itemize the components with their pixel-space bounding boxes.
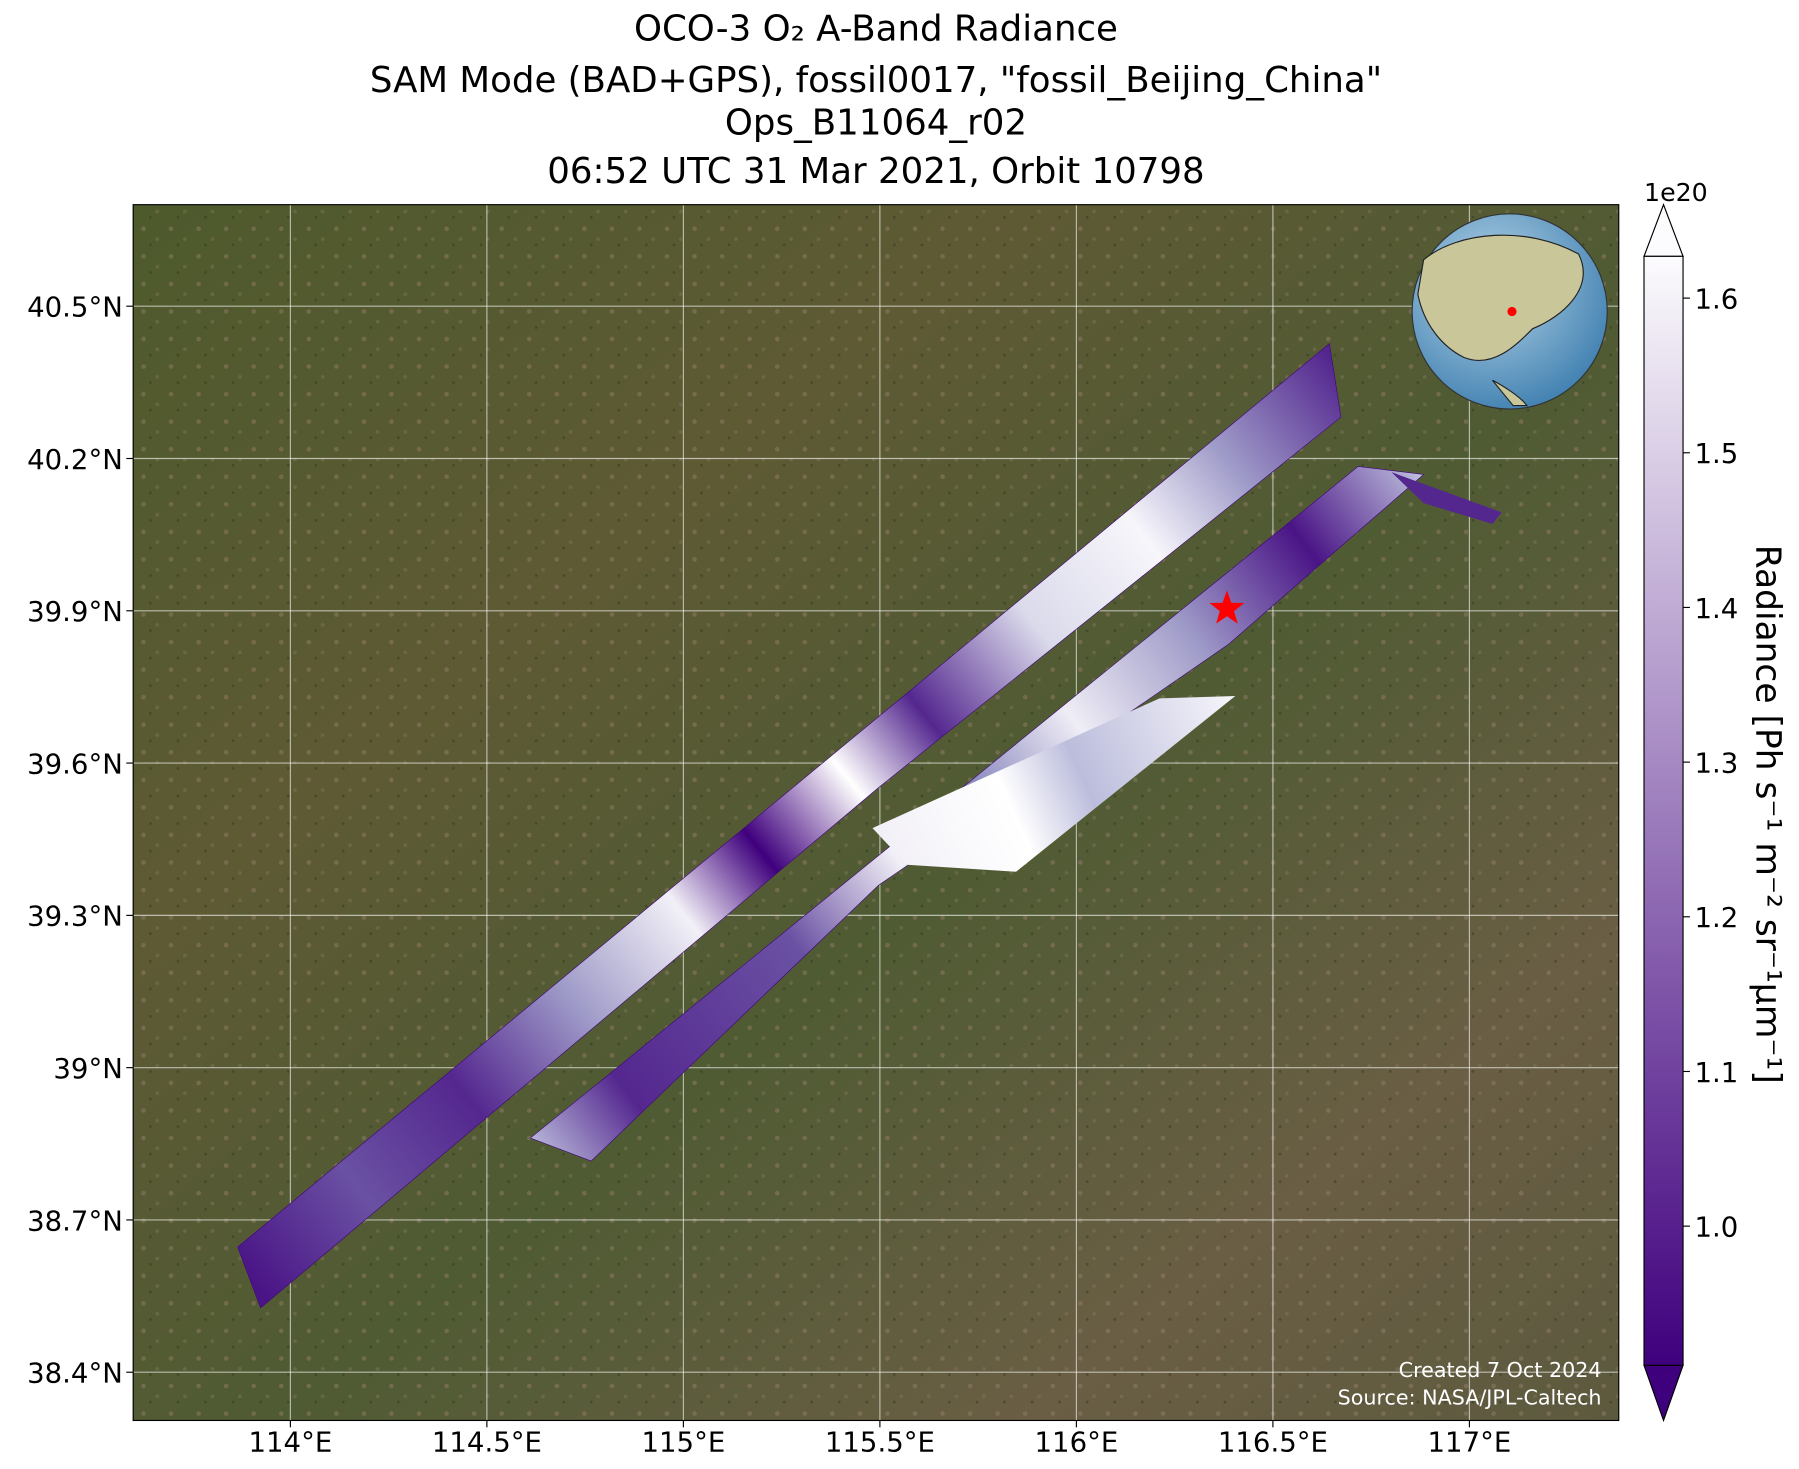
title-line: Ops_B11064_r02 <box>725 103 1027 144</box>
title: OCO-3 O₂ A-Band Radiance SAM Mode (BAD+G… <box>370 9 1382 192</box>
globe-target <box>1507 306 1517 317</box>
title-line: OCO-3 O₂ A-Band Radiance <box>634 9 1118 50</box>
x-tick-label: 116°E <box>1035 1426 1119 1458</box>
swath <box>237 343 1342 1309</box>
target-marker <box>1209 590 1245 624</box>
globe-inset <box>1411 213 1608 410</box>
map-frame <box>132 204 1620 1422</box>
colorbar-tick-label: 1.2 <box>1695 902 1739 934</box>
colorbar-tick-label: 1.0 <box>1695 1211 1739 1243</box>
title-line: 06:52 UTC 31 Mar 2021, Orbit 10798 <box>547 151 1204 192</box>
y-tick-label: 39.3°N <box>27 901 123 933</box>
x-tick-label: 114°E <box>248 1426 332 1458</box>
y-tick-label: 39.9°N <box>27 596 123 628</box>
colorbar-tick-label: 1.1 <box>1695 1057 1739 1089</box>
y-tick-label: 38.4°N <box>27 1358 123 1390</box>
y-tick-label: 39°N <box>53 1053 122 1085</box>
y-tick-label: 38.7°N <box>27 1205 123 1237</box>
x-tick-label: 115°E <box>642 1426 726 1458</box>
colorbar-tick-label: 1.5 <box>1695 438 1739 470</box>
colorbar-tick-label: 1.6 <box>1695 283 1739 315</box>
swath <box>1391 472 1502 524</box>
y-tick-label: 40.5°N <box>27 292 123 324</box>
swath <box>872 696 1236 872</box>
colorbar-tick-label: 1.4 <box>1695 593 1739 625</box>
colorbar-extend-top <box>1643 203 1684 257</box>
title-line: SAM Mode (BAD+GPS), fossil0017, "fossil_… <box>370 60 1382 101</box>
credit: Source: NASA/JPL-Caltech <box>1338 1385 1602 1409</box>
colorbar-label: Radiance [Ph s⁻¹ m⁻² sr⁻¹μm⁻¹] <box>1748 545 1788 1084</box>
y-tick-label: 39.6°N <box>27 748 123 780</box>
x-tick-label: 115.5°E <box>825 1426 935 1458</box>
credit: Created 7 Oct 2024 <box>1399 1358 1602 1382</box>
colorbar: 1e20 Radiance [Ph s⁻¹ m⁻² sr⁻¹μm⁻¹] 1.0 1… <box>1643 178 1788 1423</box>
x-tick-label: 114.5°E <box>432 1426 542 1458</box>
colorbar-body <box>1643 255 1684 1366</box>
globe-land <box>1417 234 1584 362</box>
colorbar-extend-bottom <box>1643 1364 1684 1423</box>
x-tick-label: 117°E <box>1428 1426 1512 1458</box>
y-tick-label: 40.2°N <box>27 444 123 476</box>
globe-land <box>1492 379 1529 407</box>
x-tick-label: 116.5°E <box>1218 1426 1328 1458</box>
colorbar-offset: 1e20 <box>1644 178 1708 207</box>
grid <box>133 204 1619 1421</box>
map-area <box>132 204 1620 1422</box>
colorbar-tick-label: 1.3 <box>1695 747 1739 779</box>
basemap-texture <box>133 204 1619 1421</box>
